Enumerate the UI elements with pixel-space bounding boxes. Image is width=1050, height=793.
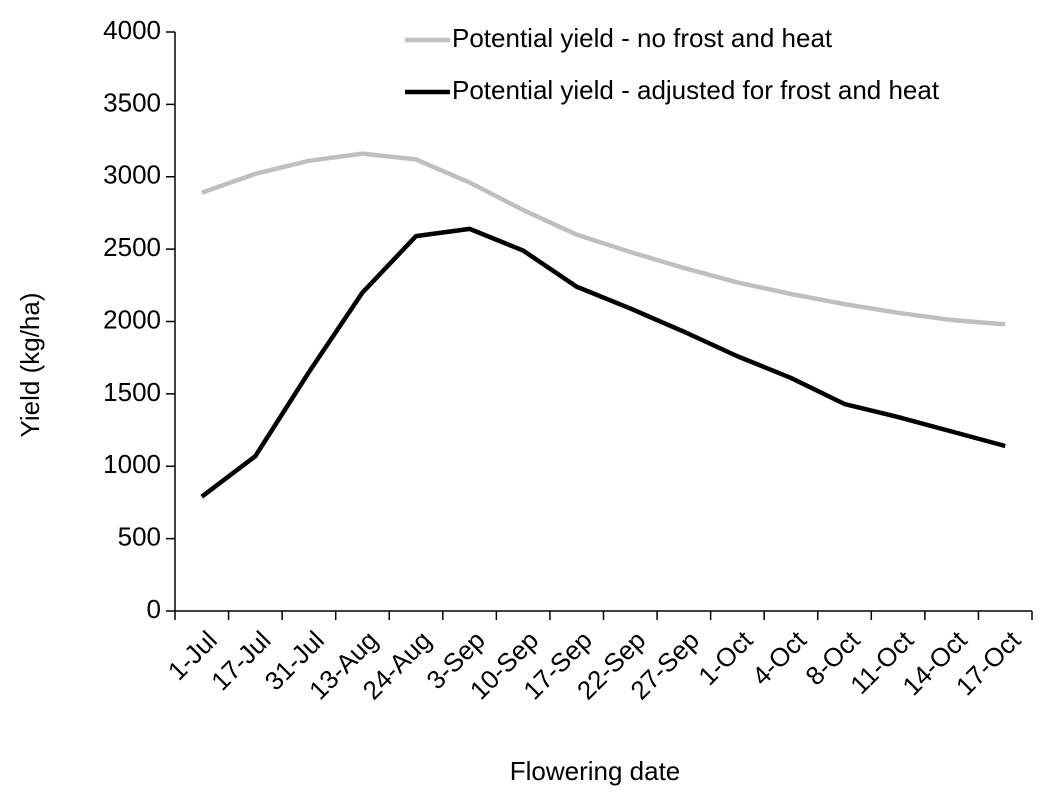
line-series bbox=[200, 226, 1006, 499]
y-tick-label: 3000 bbox=[103, 160, 161, 190]
legend-label: Potential yield - no frost and heat bbox=[452, 23, 833, 53]
y-axis-title: Yield (kg/ha) bbox=[15, 293, 45, 438]
y-tick-label: 500 bbox=[118, 522, 161, 552]
x-axis-title: Flowering date bbox=[510, 756, 681, 786]
legend-label: Potential yield - adjusted for frost and… bbox=[452, 75, 940, 105]
x-tick-label: 1-Oct bbox=[692, 624, 759, 691]
y-tick-label: 3500 bbox=[103, 87, 161, 117]
y-tick-label: 1500 bbox=[103, 377, 161, 407]
line-series bbox=[201, 151, 1006, 327]
y-tick-label: 0 bbox=[147, 594, 161, 624]
x-tick-label: 17-Jul bbox=[205, 625, 276, 696]
y-tick-label: 4000 bbox=[103, 15, 161, 45]
y-tick-label: 2500 bbox=[103, 232, 161, 262]
y-tick-label: 1000 bbox=[103, 449, 161, 479]
y-tick-label: 2000 bbox=[103, 304, 161, 334]
x-tick-label: 4-Oct bbox=[746, 624, 813, 691]
